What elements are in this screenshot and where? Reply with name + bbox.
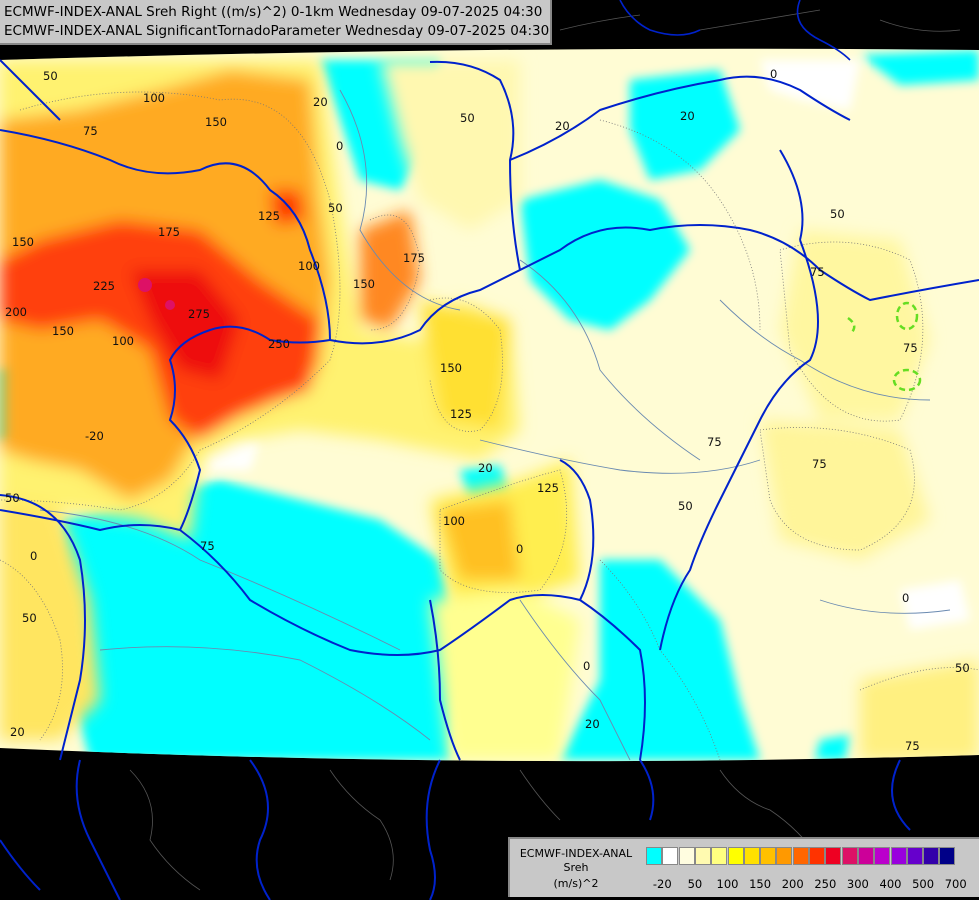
map-label: 75 (812, 457, 827, 471)
legend-swatch (841, 847, 858, 865)
legend-tick-label: 50 (687, 877, 703, 891)
map-label: 150 (205, 115, 227, 129)
legend-swatch (939, 847, 956, 865)
map-label: 175 (403, 251, 425, 265)
map-label: 125 (537, 481, 559, 495)
map-label: 125 (450, 407, 472, 421)
map-label: 0 (770, 67, 777, 81)
legend-swatch (906, 847, 923, 865)
map-label: 75 (810, 265, 825, 279)
legend-swatch (678, 847, 695, 865)
legend-variable: Sreh (563, 861, 589, 874)
map-label: 0 (902, 591, 909, 605)
map-label: 50 (43, 69, 58, 83)
map-label: 50 (830, 207, 845, 221)
map-label: 50 (460, 111, 475, 125)
legend-tick-label: 400 (879, 877, 902, 891)
map-label: 200 (5, 305, 27, 319)
map-label: 0 (516, 542, 523, 556)
map-label: 20 (555, 119, 570, 133)
map-label: 150 (353, 277, 375, 291)
legend-tick-label: 250 (814, 877, 837, 891)
legend-tick-label: 300 (846, 877, 869, 891)
legend-swatch (792, 847, 809, 865)
legend-swatch (825, 847, 842, 865)
legend-tick-label: 200 (781, 877, 804, 891)
map-label: 20 (585, 717, 600, 731)
legend-swatch (711, 847, 728, 865)
map-label: 0 (583, 659, 590, 673)
map-label: 20 (313, 95, 328, 109)
legend-swatch (694, 847, 711, 865)
map-title-panel: ECMWF-INDEX-ANAL Sreh Right ((m/s)^2) 0-… (0, 0, 552, 45)
legend-swatch (646, 847, 662, 865)
map-label: 20 (680, 109, 695, 123)
title-line-2: ECMWF-INDEX-ANAL SignificantTornadoParam… (4, 23, 550, 39)
map-label: -20 (85, 429, 104, 443)
map-label: 50 (5, 491, 20, 505)
legend-swatch (743, 847, 760, 865)
map-label: 50 (22, 611, 37, 625)
color-legend: ECMWF-INDEX-ANAL Sreh (m/s)^2 -20 50 100 15… (508, 837, 979, 897)
legend-title: ECMWF-INDEX-ANAL (519, 847, 633, 860)
legend-swatch (760, 847, 777, 865)
legend-tick-label: -20 (652, 877, 672, 891)
map-label: 175 (158, 225, 180, 239)
map-label: 100 (112, 334, 134, 348)
legend-tick-label: 150 (749, 877, 772, 891)
map-label: 50 (328, 201, 343, 215)
map-label: 0 (30, 549, 37, 563)
map-label: 150 (52, 324, 74, 338)
legend-tick-label: 100 (716, 877, 739, 891)
map-label: 50 (955, 661, 970, 675)
legend-swatch (727, 847, 744, 865)
map-label: 75 (903, 341, 918, 355)
map-label: 100 (443, 514, 465, 528)
legend-swatch (857, 847, 874, 865)
legend-swatch (890, 847, 907, 865)
map-label: 225 (93, 279, 115, 293)
title-line-1: ECMWF-INDEX-ANAL Sreh Right ((m/s)^2) 0-… (4, 4, 543, 20)
map-label: 20 (10, 725, 25, 739)
map-label: 0 (336, 139, 343, 153)
legend-swatch (776, 847, 793, 865)
legend-swatch (874, 847, 891, 865)
map-label: 150 (440, 361, 462, 375)
map-label: 75 (200, 539, 215, 553)
map-label: 150 (12, 235, 34, 249)
map-label: 50 (678, 499, 693, 513)
legend-swatch (809, 847, 825, 865)
legend-tick-label: 500 (912, 877, 935, 891)
map-label: 275 (188, 307, 210, 321)
map-label: 250 (268, 337, 290, 351)
legend-swatch (662, 847, 679, 865)
legend-unit: (m/s)^2 (553, 877, 599, 890)
map-label: 75 (707, 435, 722, 449)
map-label: 100 (298, 259, 320, 273)
map-label: 20 (478, 461, 493, 475)
map-label: 75 (905, 739, 920, 753)
legend-tick-label: 700 (944, 877, 967, 891)
map-label: 125 (258, 209, 280, 223)
map-label: 100 (143, 91, 165, 105)
map-label: 75 (83, 124, 98, 138)
legend-swatch (923, 847, 940, 865)
